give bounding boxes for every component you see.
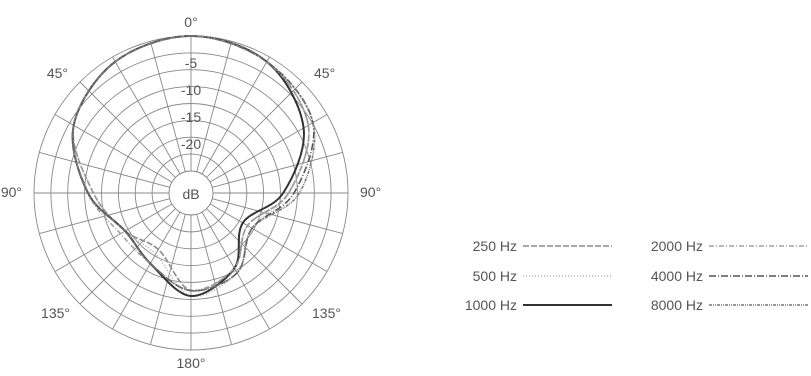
radial-tick-label: -5 (185, 55, 198, 71)
angle-label: 90° (360, 184, 381, 200)
radial-tick-label: -15 (181, 109, 201, 125)
grid-spoke (149, 41, 186, 172)
angle-label: 135° (41, 305, 70, 321)
angle-label: 45° (47, 65, 68, 81)
grid-spoke (206, 208, 303, 305)
legend-label: 2000 Hz (651, 238, 703, 254)
grid-spoke (209, 203, 328, 272)
grid-spoke (79, 81, 176, 178)
grid-spoke (39, 151, 170, 188)
series-line-4000-hz (71, 35, 315, 292)
legend-label: 8000 Hz (651, 297, 703, 313)
grid-spoke (201, 211, 270, 330)
legend-label: 4000 Hz (651, 268, 703, 284)
legend: 250 Hz 500 Hz 1000 Hz 2000 Hz 4000 Hz 8000 Hz (465, 238, 808, 313)
grid-spoke (212, 151, 343, 188)
grid-spoke (196, 41, 233, 172)
polar-labels: -5 -10 -15 -20 dB 0° 45° 45° 90° 90° 135° 135° 180° (1, 14, 381, 371)
angle-label: 0° (184, 14, 197, 30)
polar-series (71, 34, 316, 298)
grid-spoke (212, 198, 343, 235)
radial-tick-label: -20 (181, 136, 201, 152)
series-line-1000-hz (71, 34, 305, 298)
legend-label: 250 Hz (473, 238, 517, 254)
legend-label: 1000 Hz (465, 297, 517, 313)
grid-spoke (201, 56, 270, 175)
grid-spoke (209, 114, 328, 183)
center-unit-label: dB (182, 186, 199, 202)
grid-spoke (112, 56, 181, 175)
legend-label: 500 Hz (473, 268, 517, 284)
radial-tick-label: -10 (181, 82, 201, 98)
grid-spoke (112, 211, 181, 330)
grid-spoke (206, 81, 303, 178)
grid-spoke (79, 208, 176, 305)
angle-label: 135° (312, 305, 341, 321)
series-line-8000-hz (71, 35, 316, 292)
angle-label: 90° (1, 184, 22, 200)
series-line-2000-hz (71, 35, 310, 292)
grid-spoke (54, 203, 173, 272)
angle-label: 45° (314, 65, 335, 81)
angle-label: 180° (177, 355, 206, 371)
grid-spoke (196, 214, 233, 345)
